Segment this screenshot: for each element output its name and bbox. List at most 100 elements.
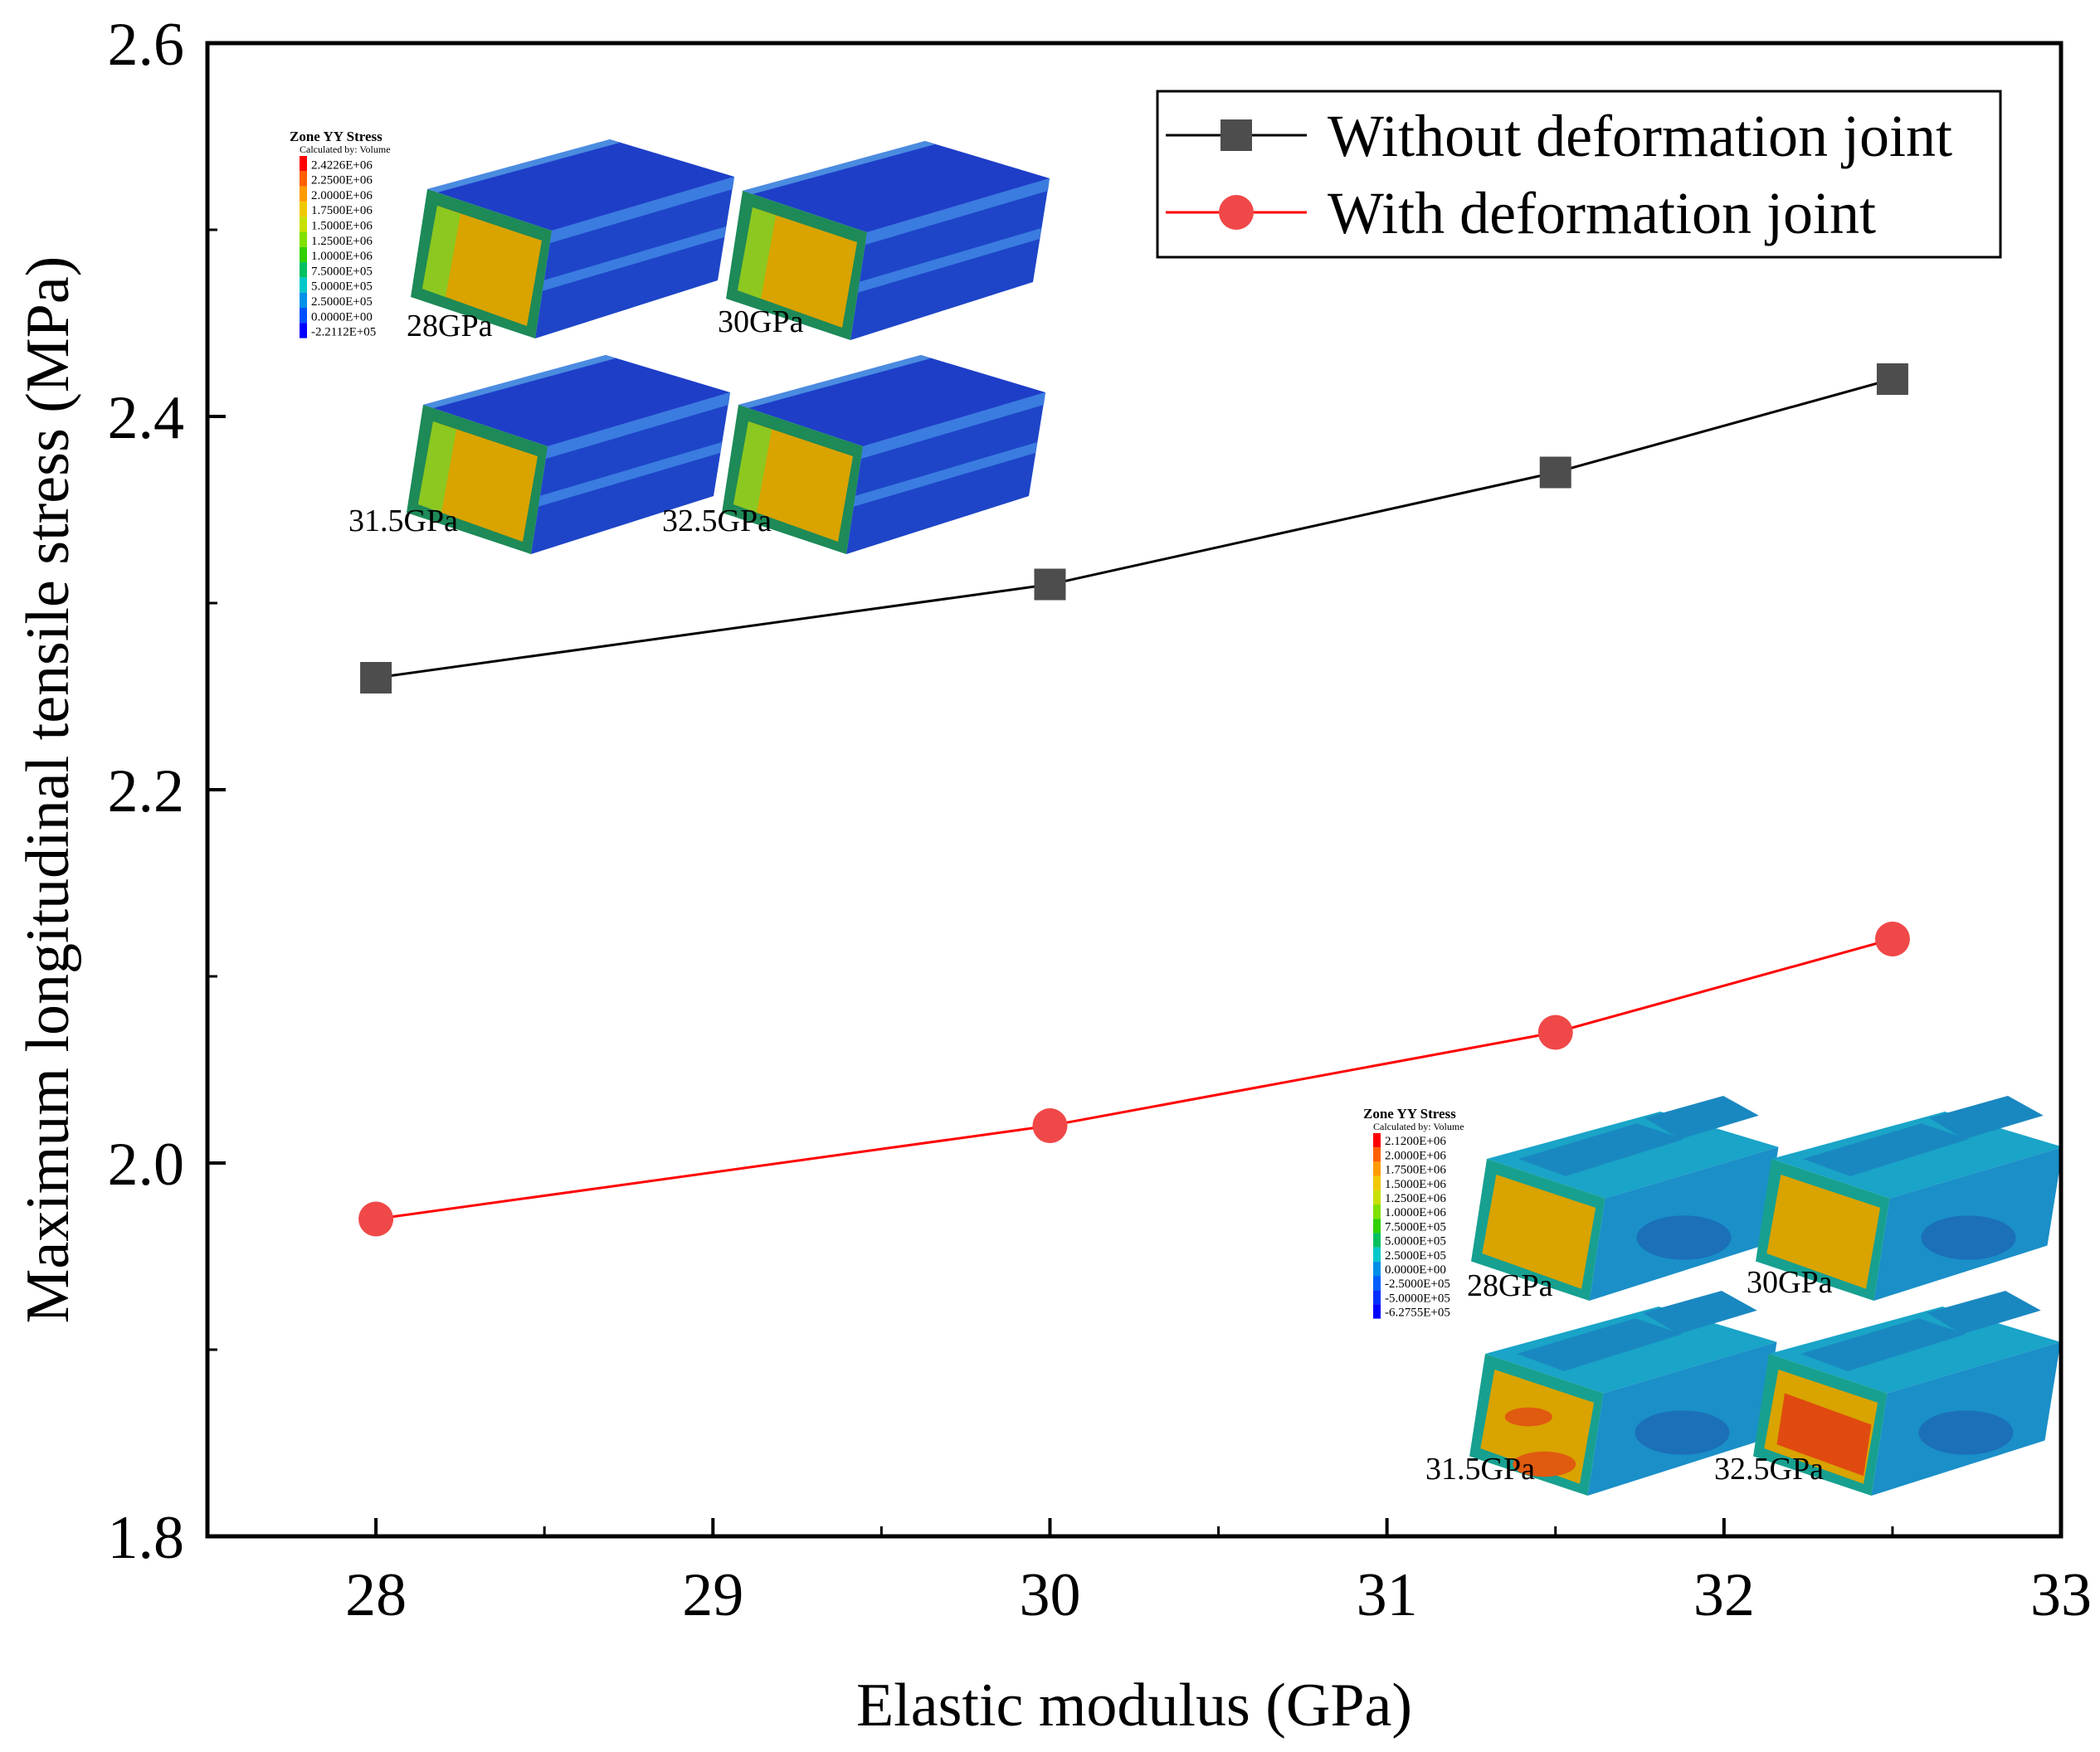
box-front-inner (1766, 1175, 1881, 1289)
colorbar-subtitle: Calculated by: Volume (1373, 1121, 1464, 1132)
legend-marker-circle (1219, 195, 1254, 230)
colorbar-swatch (1373, 1204, 1381, 1219)
colorbar-swatch (1373, 1219, 1381, 1234)
colorbar-value: 1.7500E+06 (311, 204, 373, 217)
box-front-inner (1482, 1175, 1596, 1289)
colorbar-swatch (1373, 1290, 1381, 1305)
colorbar-value: 2.1200E+06 (1385, 1135, 1446, 1148)
data-point-circle (1032, 1108, 1068, 1143)
inset-label: 30GPa (718, 304, 804, 339)
inset-label: 30GPa (1747, 1265, 1833, 1300)
box-top-edge (738, 355, 931, 408)
data-point-circle (1874, 922, 1910, 956)
colorbar-swatch (300, 262, 307, 278)
box-side-patch (1921, 1215, 2016, 1260)
box-30gpa (1756, 1096, 2063, 1301)
series-without-joint (360, 363, 1908, 694)
colorbar-swatch (300, 323, 307, 338)
box-front-shade (733, 421, 772, 513)
colorbar-swatch (1373, 1247, 1381, 1262)
colorbar-value: 7.5000E+05 (311, 265, 373, 278)
colorbar-value: 5.0000E+05 (1385, 1235, 1446, 1248)
inset-label: 31.5GPa (348, 504, 458, 538)
series-line (375, 377, 1893, 679)
inset-label: 32.5GPa (662, 504, 772, 538)
box-31-5gpa (1469, 1291, 1777, 1496)
box-top-patch (1644, 1096, 1759, 1140)
data-point-square (1539, 456, 1571, 489)
colorbar-swatch (1373, 1133, 1381, 1148)
colorbar-swatch (300, 231, 307, 247)
box-top-edge (423, 355, 616, 408)
box-side-band (546, 392, 730, 459)
axes: 28 29 30 31 32 33 1.8 2.0 2.2 2.4 2.6 Elastic modul… (14, 11, 2092, 1740)
colorbar-value: 1.5000E+06 (311, 220, 373, 233)
colorbar-value: 1.0000E+06 (1385, 1206, 1446, 1219)
colorbar-value: -2.5000E+05 (1385, 1278, 1450, 1291)
colorbar-value: 1.5000E+06 (1385, 1178, 1446, 1191)
legend-label: Without deformation joint (1328, 103, 1952, 169)
box-top-patch (1517, 1318, 1683, 1371)
colorbar-value: 2.5000E+05 (1385, 1249, 1446, 1263)
box-side-band (550, 177, 734, 243)
box-front-hotspot (1776, 1393, 1872, 1477)
box-side-patch (1636, 1215, 1732, 1260)
box-side-band (865, 178, 1050, 245)
x-tick-label: 28 (345, 1561, 407, 1629)
x-tick-label: 31 (1357, 1561, 1418, 1629)
box-side-band (542, 226, 726, 291)
colorbar-swatch (300, 186, 307, 202)
colorbar-swatch (1373, 1161, 1381, 1176)
inset-label: 28GPa (407, 309, 493, 343)
box-side-band (857, 228, 1041, 293)
box-front-shade (418, 421, 456, 513)
x-tick-label: 29 (682, 1561, 743, 1629)
colorbar-subtitle: Calculated by: Volume (300, 144, 391, 155)
colorbar-swatch (300, 171, 307, 187)
box-front-hotspot (1504, 1407, 1552, 1427)
inset-label: 28GPa (1467, 1268, 1553, 1303)
box-side-band (853, 442, 1037, 507)
box-side-band (538, 442, 722, 507)
colorbar-value: 2.4226E+06 (311, 158, 373, 172)
colorbar-value: 5.0000E+05 (311, 280, 373, 294)
y-tick-label: 1.8 (108, 1504, 185, 1572)
data-point-square (1034, 568, 1066, 601)
y-tick-label: 2.4 (108, 384, 185, 452)
y-tick-label: 2.0 (108, 1131, 185, 1199)
box-top-patch (1518, 1123, 1684, 1176)
colorbar-swatch (300, 308, 307, 324)
colorbar-value: 7.5000E+05 (1385, 1220, 1446, 1234)
colorbar-swatch (300, 217, 307, 232)
box-top-patch (1929, 1096, 2044, 1140)
y-tick-label: 2.6 (108, 11, 185, 79)
colorbar-value: 1.2500E+06 (1385, 1192, 1446, 1205)
data-point-square (360, 662, 392, 694)
box-side-patch (1918, 1410, 2014, 1455)
colorbar-swatch (1373, 1147, 1381, 1162)
data-point-circle (1537, 1015, 1573, 1050)
x-tick-label: 32 (1693, 1561, 1755, 1629)
box-top-face (743, 141, 1050, 232)
x-tick-label: 33 (2030, 1561, 2092, 1629)
colorbar-value: 2.5000E+05 (311, 295, 373, 309)
box-top-patch (1643, 1291, 1757, 1335)
colorbar-swatch (1373, 1261, 1381, 1276)
x-tick-label: 30 (1019, 1561, 1080, 1629)
legend-box (1156, 90, 2002, 259)
legend-marker-square (1221, 119, 1252, 151)
series-layer (358, 363, 1910, 1237)
colorbar-swatch (300, 292, 307, 308)
series-with-joint (358, 922, 1910, 1237)
legend-label: With deformation joint (1328, 180, 1876, 246)
box-31-5gpa (407, 355, 730, 554)
box-side-band (861, 392, 1045, 459)
colorbar-swatch (1373, 1175, 1381, 1190)
colorbar-swatch (300, 201, 307, 217)
box-top-edge (743, 141, 935, 194)
data-point-square (1876, 363, 1908, 395)
box-32-5gpa (1753, 1291, 2061, 1496)
colorbar-title: Zone YY Stress (290, 129, 382, 144)
colorbar-value: -6.2755E+05 (1385, 1307, 1450, 1320)
